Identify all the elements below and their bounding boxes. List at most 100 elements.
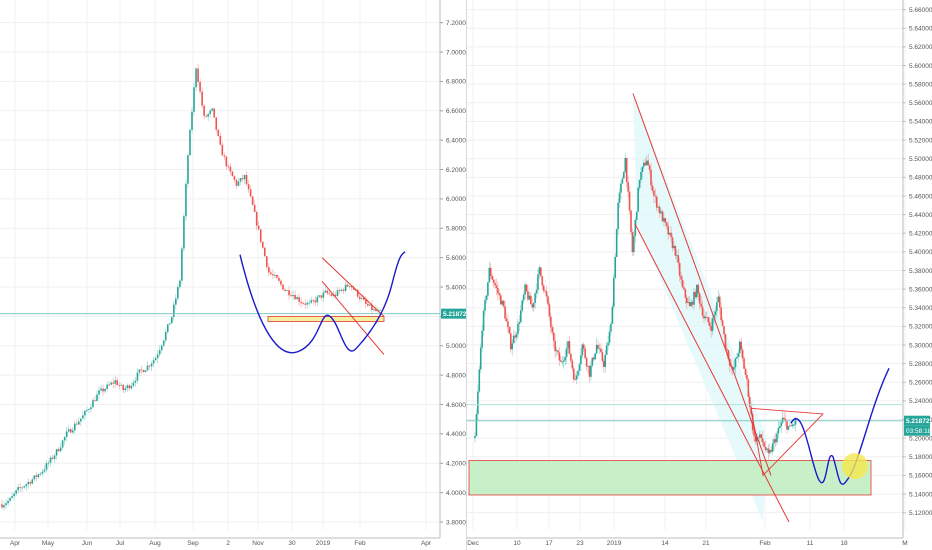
- candle-body: [555, 350, 558, 352]
- candle-body: [644, 162, 647, 166]
- x-tick-label: 23: [576, 540, 584, 547]
- y-tick-label: 6.00000: [446, 196, 466, 203]
- candle-body: [209, 110, 211, 114]
- candle-body: [789, 425, 791, 427]
- candle-body: [136, 372, 139, 381]
- candle-body: [721, 320, 724, 327]
- target-circle: [842, 453, 868, 480]
- y-tick-label: 5.56000: [909, 100, 932, 107]
- candle-body: [674, 245, 677, 256]
- candle-body: [504, 306, 506, 319]
- candle-body: [525, 284, 528, 292]
- candle-body: [330, 294, 333, 296]
- current-price-tag: [904, 415, 930, 426]
- candle-body: [195, 68, 197, 88]
- y-tick-label: 5.60000: [909, 63, 932, 70]
- candle-body: [633, 236, 635, 253]
- candle-body: [655, 196, 658, 208]
- candle-body: [505, 318, 508, 322]
- candle-body: [350, 286, 353, 288]
- candle-body: [587, 365, 589, 367]
- candle-body: [614, 256, 617, 278]
- x-tick-label: Feb: [354, 540, 366, 547]
- candle-body: [621, 178, 624, 184]
- candle-body: [605, 345, 608, 355]
- candle-body: [764, 446, 767, 450]
- x-tick-label: 14: [661, 540, 669, 547]
- candle-body: [641, 166, 644, 172]
- candle-body: [647, 160, 649, 166]
- candle-body: [736, 357, 738, 359]
- candle-body: [88, 409, 90, 410]
- candle-body: [557, 350, 559, 353]
- candle-body: [247, 184, 250, 190]
- y-tick-label: 7.20000: [446, 20, 466, 27]
- candle-body: [118, 385, 121, 386]
- candle-body: [558, 352, 561, 361]
- candle-body: [784, 419, 787, 422]
- x-tick-label: 21: [702, 540, 710, 547]
- candle-body: [717, 296, 720, 303]
- x-tick-label: Jun: [82, 540, 93, 547]
- candle-body: [148, 365, 151, 367]
- candle-body: [259, 229, 262, 242]
- candle-body: [554, 340, 556, 352]
- candle-body: [122, 384, 125, 391]
- candle-body: [292, 294, 294, 297]
- candle-body: [25, 484, 28, 487]
- candle-body: [241, 178, 244, 180]
- y-tick-label: 5.44000: [909, 212, 932, 219]
- candle-body: [65, 431, 68, 437]
- y-tick-label: 6.60000: [446, 108, 466, 115]
- candle-body: [497, 287, 499, 294]
- candle-body: [595, 344, 598, 354]
- candle-body: [519, 310, 522, 323]
- candle-body: [193, 87, 195, 112]
- candle-body: [280, 280, 282, 285]
- candle-body: [41, 471, 44, 474]
- candle-body: [777, 427, 780, 434]
- candle-body: [508, 327, 511, 334]
- y-tick-label: 5.20000: [909, 435, 932, 442]
- candle-body: [492, 279, 495, 283]
- left-chart-pane[interactable]: 7.20000 7.00000 6.80000 6.60000 6.40000 6.200…: [0, 0, 466, 550]
- candle-body: [485, 295, 488, 300]
- candle-body: [515, 333, 518, 338]
- candle-body: [675, 255, 678, 257]
- y-tick-label: 5.28000: [909, 361, 932, 368]
- left-chart[interactable]: 7.20000 7.00000 6.80000 6.60000 6.40000 6.200…: [0, 0, 466, 550]
- candle-body: [763, 442, 765, 447]
- candle-body: [511, 343, 514, 350]
- candle-body: [73, 423, 76, 431]
- candle-body: [590, 365, 592, 377]
- candle-body: [239, 178, 242, 182]
- support-zone: [468, 460, 872, 496]
- right-chart-pane[interactable]: 5.66000 5.64000 5.62000 5.60000 5.58000 5.560…: [466, 0, 932, 550]
- y-tick-label: 5.60000: [446, 255, 466, 262]
- candle-body: [146, 365, 149, 371]
- candle-body: [615, 229, 618, 257]
- candle-body: [648, 165, 651, 170]
- candle-body: [499, 295, 502, 305]
- candle-body: [53, 455, 56, 459]
- candle-body: [375, 309, 377, 312]
- candle-body: [780, 422, 783, 427]
- candle-body: [665, 222, 668, 227]
- candle-body: [170, 316, 173, 324]
- candle-body: [360, 297, 363, 299]
- candle-body: [724, 334, 727, 349]
- right-chart[interactable]: 5.66000 5.64000 5.62000 5.60000 5.58000 5.560…: [467, 0, 932, 550]
- candle-body: [751, 414, 754, 431]
- candle-body: [714, 311, 717, 315]
- candle-body: [477, 391, 479, 415]
- candle-body: [664, 218, 667, 223]
- candle-body: [308, 302, 311, 304]
- candle-body: [318, 295, 321, 297]
- candle-body: [786, 421, 788, 430]
- candle-body: [158, 350, 161, 355]
- candle-body: [229, 166, 232, 172]
- candle-body: [249, 189, 252, 197]
- current-price-label: 5.21872: [906, 418, 930, 425]
- candle-body: [7, 500, 9, 504]
- y-tick-label: 5.80000: [446, 226, 466, 233]
